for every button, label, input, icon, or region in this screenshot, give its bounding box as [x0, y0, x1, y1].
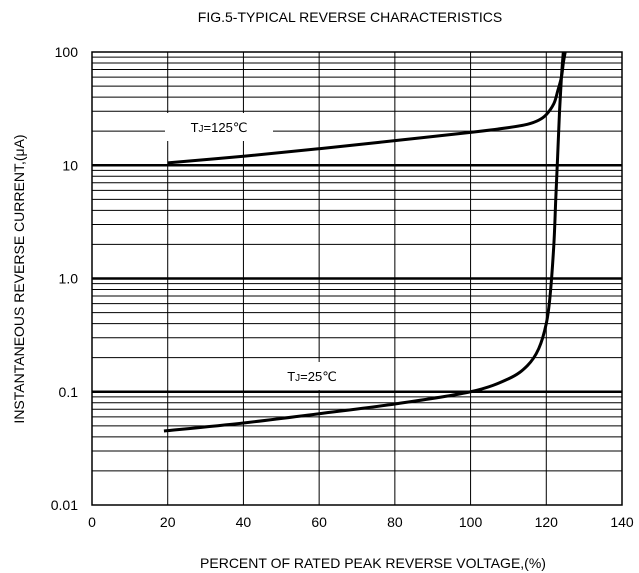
- y-tick-label: 10: [62, 157, 78, 173]
- x-tick-label: 20: [160, 514, 176, 530]
- plot-frame: [91, 51, 623, 506]
- series-line-tj-25c: [163, 51, 565, 433]
- y-tick-label: 100: [55, 44, 79, 60]
- series-label-tj-125c: TJ=125℃: [165, 113, 273, 141]
- x-tick-label: 60: [311, 514, 327, 530]
- series-label-background: [262, 362, 362, 390]
- y-tick-label: 0.1: [59, 384, 79, 400]
- series-label-background: [165, 113, 273, 141]
- plot-border: [91, 51, 623, 506]
- series-line-tj-125c: [167, 51, 567, 165]
- x-tick-label: 0: [88, 514, 96, 530]
- x-axis-label: PERCENT OF RATED PEAK REVERSE VOLTAGE,(%…: [200, 555, 546, 571]
- series-label-text: TJ=125℃: [191, 120, 248, 135]
- y-tick-label: 1.0: [59, 271, 79, 287]
- x-tick-label: 120: [535, 514, 559, 530]
- y-axis-ticks: 0.01 0.1 1.0 10 100: [51, 44, 78, 513]
- x-tick-label: 80: [387, 514, 403, 530]
- chart-grid: [92, 52, 622, 505]
- series-labels: TJ=125℃ TJ=25℃: [165, 113, 362, 390]
- x-tick-label: 140: [610, 514, 634, 530]
- x-tick-label: 40: [236, 514, 252, 530]
- series-label-tj-25c: TJ=25℃: [262, 362, 362, 390]
- series-label-text: TJ=25℃: [287, 369, 337, 384]
- chart-title: FIG.5-TYPICAL REVERSE CHARACTERISTICS: [198, 9, 502, 25]
- y-tick-label: 0.01: [51, 497, 78, 513]
- chart-series: [163, 51, 567, 433]
- y-axis-label: INSTANTANEOUS REVERSE CURRENT,(μA): [11, 134, 27, 423]
- x-axis-ticks: 0 20 40 60 80 100 120 140: [88, 514, 634, 530]
- x-tick-label: 100: [459, 514, 483, 530]
